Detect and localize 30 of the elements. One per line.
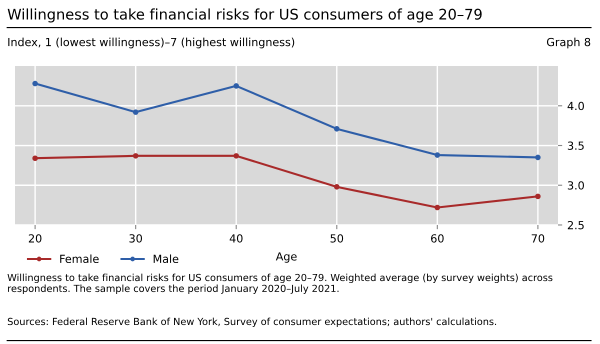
point xyxy=(233,83,239,89)
x-tick-label: 70 xyxy=(532,234,544,243)
x-tick-label: 60 xyxy=(431,234,444,243)
x-tick-label: 40 xyxy=(230,234,243,243)
x-axis-title: Age xyxy=(276,252,297,263)
point xyxy=(434,204,440,210)
point xyxy=(132,109,138,115)
point xyxy=(132,153,138,159)
legend-label: Male xyxy=(154,254,178,264)
point xyxy=(233,153,239,159)
y-tick-label: 4.0 xyxy=(568,102,584,110)
legend-label: Female xyxy=(60,254,99,264)
x-tick-label: 20 xyxy=(28,234,42,243)
point xyxy=(32,80,38,86)
point xyxy=(32,155,38,162)
x-tick-label: 50 xyxy=(330,234,344,243)
point xyxy=(535,154,541,160)
point xyxy=(334,184,340,190)
text: Willingness to take financial risks for US consumers of age 20–79. Weighted average (by survey weights) across respondents. The sample covers the period January 2020–July 2021. xyxy=(8,274,552,294)
caption: Graph 8 xyxy=(546,38,590,48)
y-tick-label: 3.5 xyxy=(568,141,584,150)
chart-title: Willingness to take financial risks for US consumers of age 20–79 xyxy=(8,8,482,23)
x-tick-label: 30 xyxy=(129,234,142,243)
y-tick-label: 2.5 xyxy=(568,220,584,230)
point xyxy=(535,194,541,200)
y-tick-label: 3.0 xyxy=(568,181,584,190)
point xyxy=(334,126,340,132)
point xyxy=(434,152,440,158)
source-note: Sources: Federal Reserve Bank of New York, Survey of consumer expectations; authors' calculations. xyxy=(8,318,496,328)
y-axis-title: Index, 1 (lowest willingness)–7 (highest willingness) xyxy=(8,38,294,48)
